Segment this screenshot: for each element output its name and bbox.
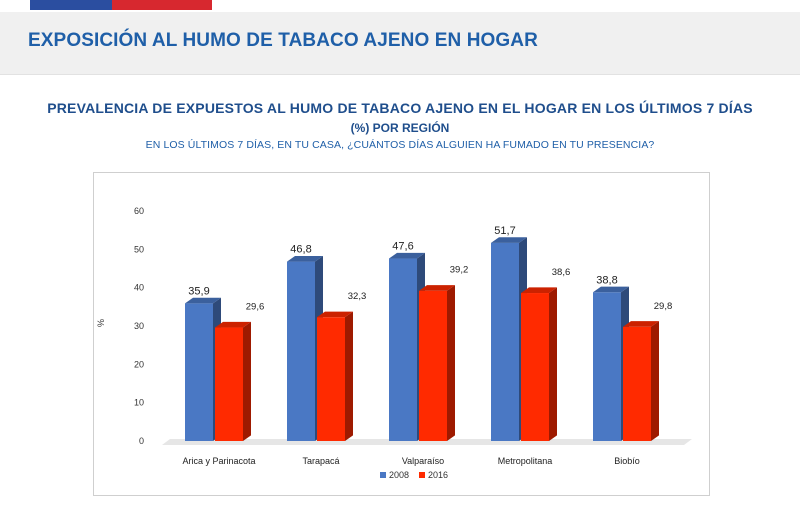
data-label-2016: 29,6: [246, 302, 265, 313]
bar-top-2008: [491, 237, 527, 243]
y-tick-label: 60: [134, 206, 144, 216]
bar-2016: [419, 290, 447, 441]
bar-top-2008: [287, 256, 323, 262]
data-label-2016: 32,3: [348, 291, 367, 302]
x-tick-label: Biobío: [614, 456, 640, 466]
bar-side-2016: [447, 285, 455, 441]
y-tick-label: 0: [139, 436, 144, 446]
bar-top-2016: [317, 311, 353, 318]
flag-red-stripe: [112, 0, 212, 10]
bar-side-2016: [651, 321, 659, 441]
y-tick-label: 30: [134, 321, 144, 331]
bar-top-2016: [215, 321, 251, 328]
bar-top-2008: [389, 252, 425, 259]
bar-top-2008: [185, 297, 221, 304]
bar-2008: [287, 261, 315, 441]
bar-side-2016: [345, 311, 353, 441]
data-label-2008: 46,8: [290, 244, 311, 256]
legend-swatch-2008: [380, 472, 386, 478]
bar-2008: [491, 242, 519, 441]
bar-top-2016: [623, 321, 659, 327]
legend-item-2008: 2008: [380, 470, 409, 480]
data-label-2008: 38,8: [596, 274, 617, 286]
bar-top-2008: [593, 286, 629, 293]
data-label-2016: 39,2: [450, 265, 469, 276]
bar-chart: 0 10 20 30 40 50 60% 35,9 29,6 Arica y Parinacota…: [96, 206, 692, 466]
data-label-2008: 47,6: [392, 241, 413, 253]
legend-label-2016: 2016: [428, 470, 449, 480]
bar-2008: [389, 258, 417, 441]
y-tick-label: 50: [134, 244, 144, 254]
bar-2008: [593, 292, 621, 441]
chart-area: 0 10 20 30 40 50 60% 35,9 29,6 Arica y Parinacota…: [93, 172, 710, 496]
bar-side-2016: [243, 321, 251, 441]
y-tick-label: 40: [134, 283, 144, 293]
chart-legend: 2008 2016: [380, 470, 448, 480]
bar-top-2016: [521, 287, 557, 294]
flag-blue-stripe: [30, 0, 112, 10]
data-label-2008: 51,7: [494, 225, 515, 237]
y-axis-label: %: [96, 319, 106, 327]
data-label-2016: 29,8: [654, 301, 673, 312]
bar-2008: [185, 303, 213, 441]
x-tick-label: Tarapacá: [302, 456, 339, 466]
data-label-2008: 35,9: [188, 285, 209, 297]
x-tick-label: Metropolitana: [498, 456, 553, 466]
legend-swatch-2016: [419, 472, 426, 478]
page-title: EXPOSICIÓN AL HUMO DE TABACO AJENO EN HO…: [28, 30, 538, 51]
bar-2016: [215, 327, 243, 441]
bar-top-2016: [419, 285, 455, 291]
bar-side-2016: [549, 287, 557, 441]
chart-subtitle: (%) POR REGIÓN: [350, 121, 450, 135]
header-band: [0, 12, 800, 75]
chart-question: EN LOS ÚLTIMOS 7 DÍAS, EN TU CASA, ¿CUÁN…: [145, 139, 655, 151]
bar-2016: [317, 317, 345, 441]
chart-title: PREVALENCIA DE EXPUESTOS AL HUMO DE TABA…: [47, 100, 753, 116]
bar-2016: [521, 293, 549, 441]
y-tick-label: 10: [134, 398, 144, 408]
bar-2016: [623, 326, 651, 441]
x-tick-label: Arica y Parinacota: [182, 456, 255, 466]
x-tick-label: Valparaíso: [402, 456, 444, 466]
y-tick-label: 20: [134, 359, 144, 369]
legend-label-2008: 2008: [389, 470, 410, 480]
data-label-2016: 38,6: [552, 267, 571, 278]
legend-item-2016: 2016: [419, 470, 448, 480]
